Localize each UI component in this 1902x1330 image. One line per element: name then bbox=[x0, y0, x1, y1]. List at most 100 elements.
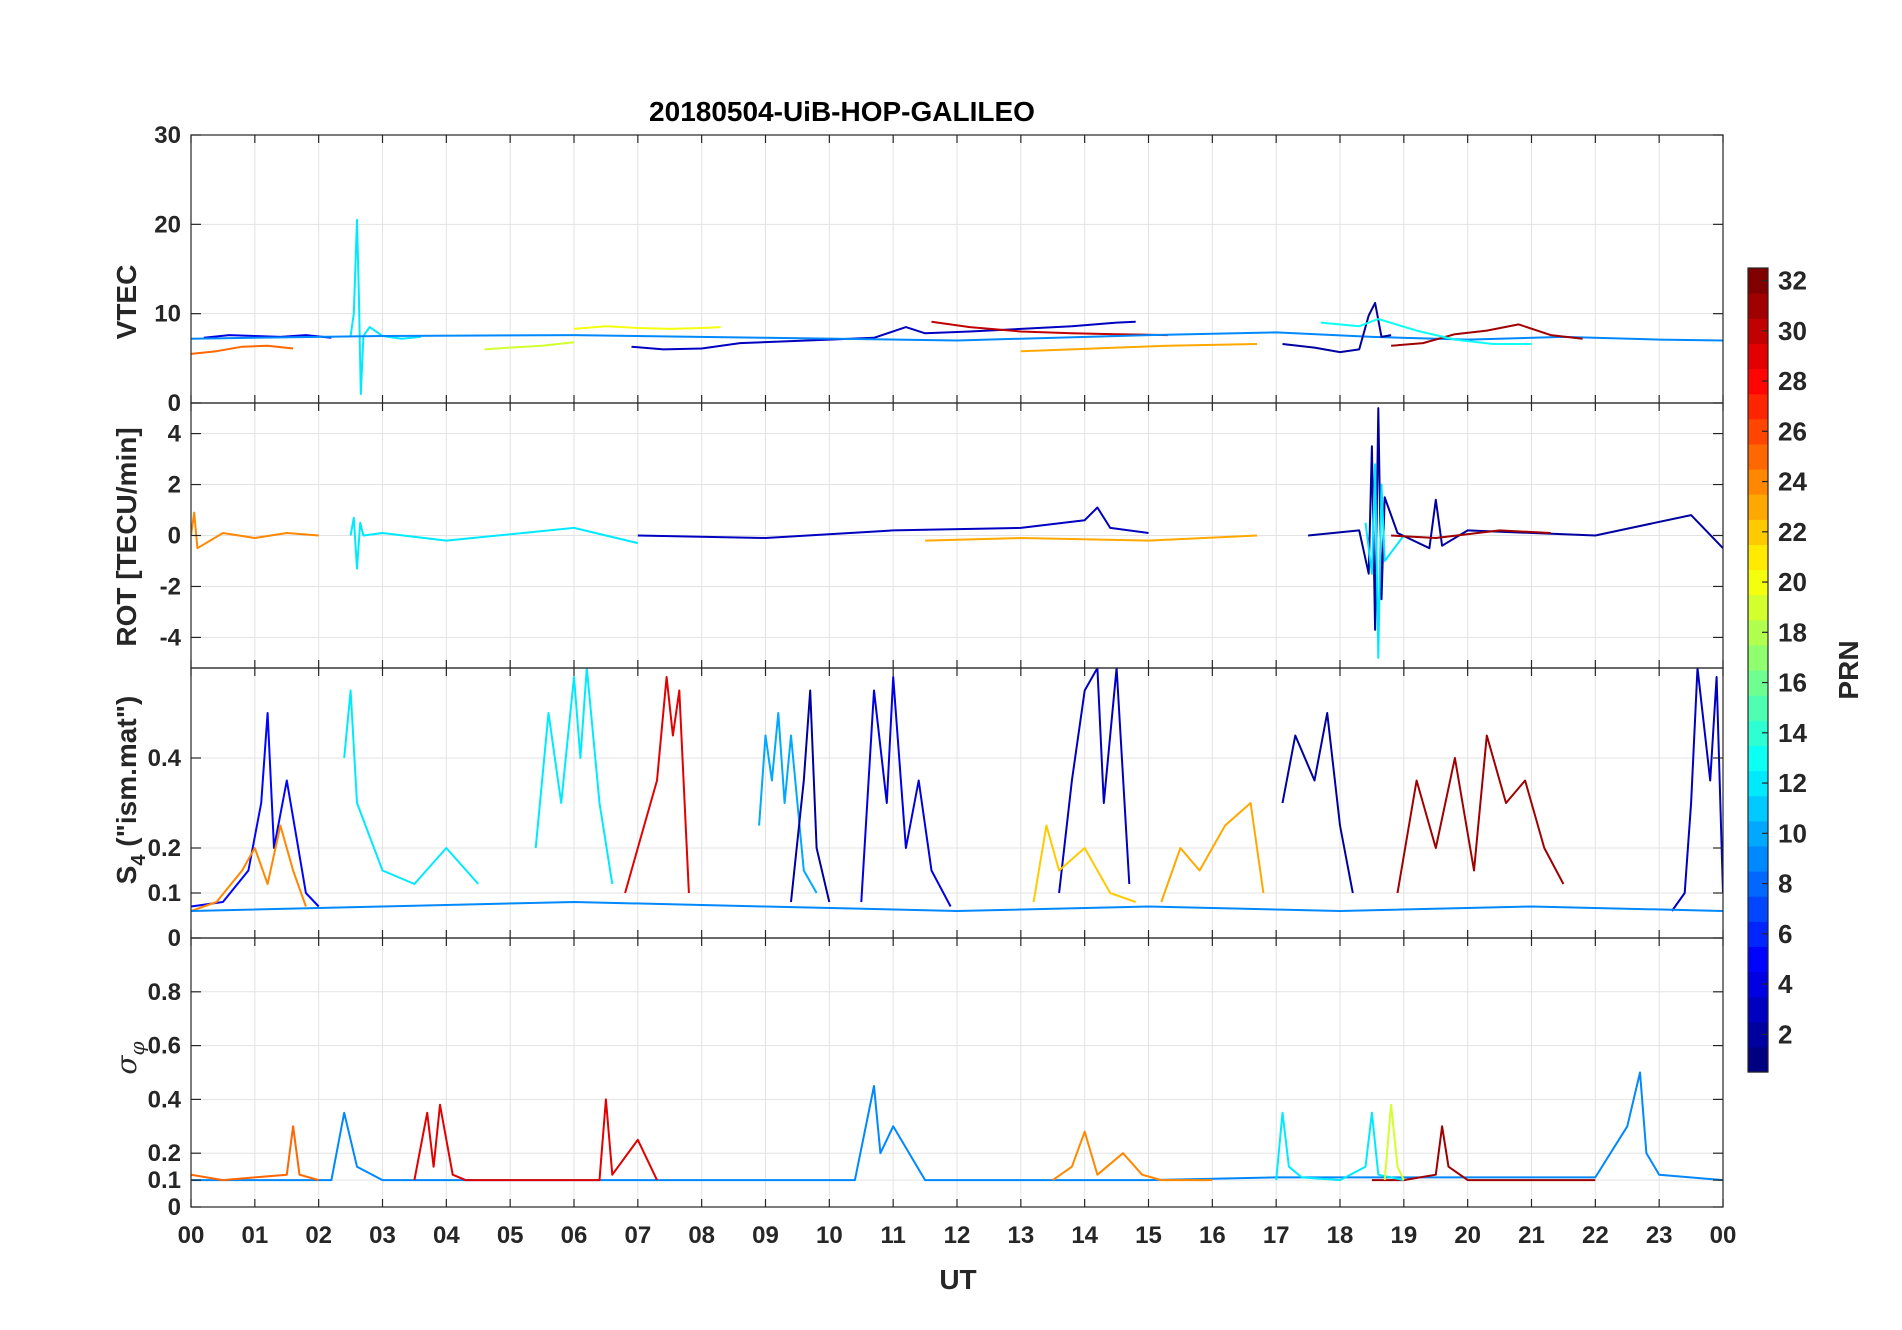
series-line-prn-2 bbox=[1281, 712, 1354, 894]
colorbar-band bbox=[1748, 770, 1768, 797]
colorbar-tick-label: 28 bbox=[1778, 366, 1807, 396]
panel-sigma-series bbox=[191, 1071, 1723, 1182]
panel-rot: -4 -2 0 2 4 ROT [TECU/min] bbox=[111, 402, 1724, 669]
series-line-prn-30 bbox=[931, 320, 1168, 337]
x-tick-label: 20 bbox=[1454, 1222, 1481, 1249]
y-tick-label: 4 bbox=[168, 421, 182, 448]
colorbar-tick-label: 18 bbox=[1778, 617, 1807, 647]
colorbar-tick-label: 6 bbox=[1778, 919, 1792, 949]
series-line-prn-4 bbox=[203, 334, 332, 339]
series-line-prn-23 bbox=[1160, 802, 1265, 903]
y-tick-label: 2 bbox=[168, 472, 181, 499]
panel-sigma: 00.10.2 0.4 0.6 0.8 σφ bbox=[110, 937, 1724, 1221]
x-tick-label: 23 bbox=[1646, 1222, 1673, 1249]
colorbar-band bbox=[1748, 996, 1768, 1023]
colorbar-band bbox=[1748, 469, 1768, 495]
x-tick-label: 14 bbox=[1071, 1222, 1098, 1249]
colorbar-band bbox=[1748, 494, 1768, 520]
series-line-prn-3 bbox=[1058, 668, 1131, 894]
colorbar-band bbox=[1748, 343, 1768, 370]
colorbar-band bbox=[1748, 594, 1768, 621]
series-line-prn-24 bbox=[191, 511, 319, 550]
x-tick-label: 11 bbox=[880, 1222, 905, 1249]
y-tick-label: 0 bbox=[168, 1194, 181, 1221]
colorbar-band bbox=[1748, 921, 1768, 947]
colorbar-tick-label: 20 bbox=[1778, 567, 1807, 597]
colorbar-tick-label: 14 bbox=[1778, 718, 1807, 748]
y-axis-label: ROT [TECU/min] bbox=[111, 427, 142, 646]
y-tick-label: -4 bbox=[160, 624, 182, 651]
series-line-prn-23 bbox=[925, 534, 1258, 542]
colorbar-band bbox=[1748, 368, 1768, 395]
y-tick-label: 0.4 bbox=[148, 1086, 182, 1113]
panel-vtec-series bbox=[191, 218, 1723, 396]
y-axis-label: VTEC bbox=[111, 265, 142, 340]
x-tick-label: 02 bbox=[305, 1222, 332, 1249]
colorbar-band bbox=[1748, 569, 1768, 596]
colorbar-tick-label: 30 bbox=[1778, 316, 1807, 346]
series-line-prn-24 bbox=[191, 824, 307, 912]
y-tick-label: 0 bbox=[168, 925, 181, 952]
colorbar-band bbox=[1748, 519, 1768, 545]
y-tick-label: 0.2 bbox=[148, 835, 181, 862]
x-tick-label: 16 bbox=[1199, 1222, 1226, 1249]
y-axis-label: S4 ("ism.mat") bbox=[111, 696, 150, 885]
series-line-prn-12 bbox=[349, 516, 639, 570]
series-line-prn-23 bbox=[1020, 343, 1258, 353]
series-line-prn-12 bbox=[343, 689, 480, 885]
colorbar-band bbox=[1748, 871, 1768, 897]
y-tick-label: 10 bbox=[154, 301, 181, 328]
y-tick-label: 20 bbox=[154, 211, 181, 238]
series-line-prn-20 bbox=[573, 325, 721, 330]
colorbar-tick-label: 32 bbox=[1778, 266, 1807, 296]
colorbar-band bbox=[1748, 720, 1768, 746]
x-tick-label: 17 bbox=[1263, 1222, 1290, 1249]
x-tick-label: 06 bbox=[561, 1222, 588, 1249]
colorbar-band bbox=[1748, 318, 1768, 344]
colorbar-band bbox=[1748, 896, 1768, 922]
series-line-prn-31 bbox=[1391, 529, 1551, 539]
colorbar-band bbox=[1748, 745, 1768, 772]
colorbar-tick-label: 2 bbox=[1778, 1019, 1792, 1049]
series-line-prn-2 bbox=[790, 689, 831, 903]
y-tick-label: 0.4 bbox=[148, 745, 182, 772]
series-line-prn-12 bbox=[349, 218, 421, 396]
series-line-prn-3 bbox=[637, 506, 1149, 539]
series-line-prn-10 bbox=[758, 712, 818, 894]
y-tick-label: 0.1 bbox=[148, 880, 181, 907]
x-tick-label: 22 bbox=[1582, 1222, 1609, 1249]
x-tick-label: 04 bbox=[433, 1222, 460, 1249]
panel-vtec-grid bbox=[191, 135, 1723, 403]
series-line-prn-12 bbox=[534, 668, 614, 885]
x-tick-label: 18 bbox=[1327, 1222, 1354, 1249]
x-axis-label: UT bbox=[939, 1264, 976, 1295]
series-line-prn-29 bbox=[624, 676, 690, 894]
y-tick-label: 0.1 bbox=[148, 1167, 181, 1194]
x-axis: 00 01 02 03 04 05 06 07 08 09 10 11 12 13 14 15 16 17 18 19… bbox=[178, 1222, 1737, 1249]
series-line-prn-31 bbox=[1396, 734, 1565, 894]
series-line-prn-12 bbox=[1364, 463, 1405, 659]
series-line-prn-4 bbox=[860, 676, 952, 907]
series-line-prn-24 bbox=[1052, 1130, 1213, 1182]
series-line-prn-5 bbox=[191, 712, 320, 908]
colorbar-band bbox=[1748, 619, 1768, 646]
series-line-prn-25 bbox=[191, 1125, 319, 1182]
series-line-prn-22 bbox=[1032, 824, 1137, 903]
colorbar-band bbox=[1748, 644, 1768, 671]
colorbar-band bbox=[1748, 971, 1768, 998]
chart-title: 20180504-UiB-HOP-GALILEO bbox=[649, 96, 1035, 127]
colorbar-band bbox=[1748, 795, 1768, 822]
colorbar-band bbox=[1748, 1046, 1768, 1073]
series-line-prn-3 bbox=[1671, 668, 1723, 912]
series-line-prn-9 bbox=[191, 901, 1723, 912]
y-tick-label: 30 bbox=[154, 122, 181, 149]
colorbar-tick-label: 26 bbox=[1778, 416, 1807, 446]
colorbar-band bbox=[1748, 418, 1768, 445]
series-line-prn-19 bbox=[1383, 1103, 1405, 1181]
x-tick-label: 01 bbox=[241, 1222, 268, 1249]
series-line-prn-3 bbox=[631, 320, 1136, 351]
panel-sigma-grid bbox=[191, 938, 1723, 1207]
x-tick-label: 12 bbox=[944, 1222, 971, 1249]
